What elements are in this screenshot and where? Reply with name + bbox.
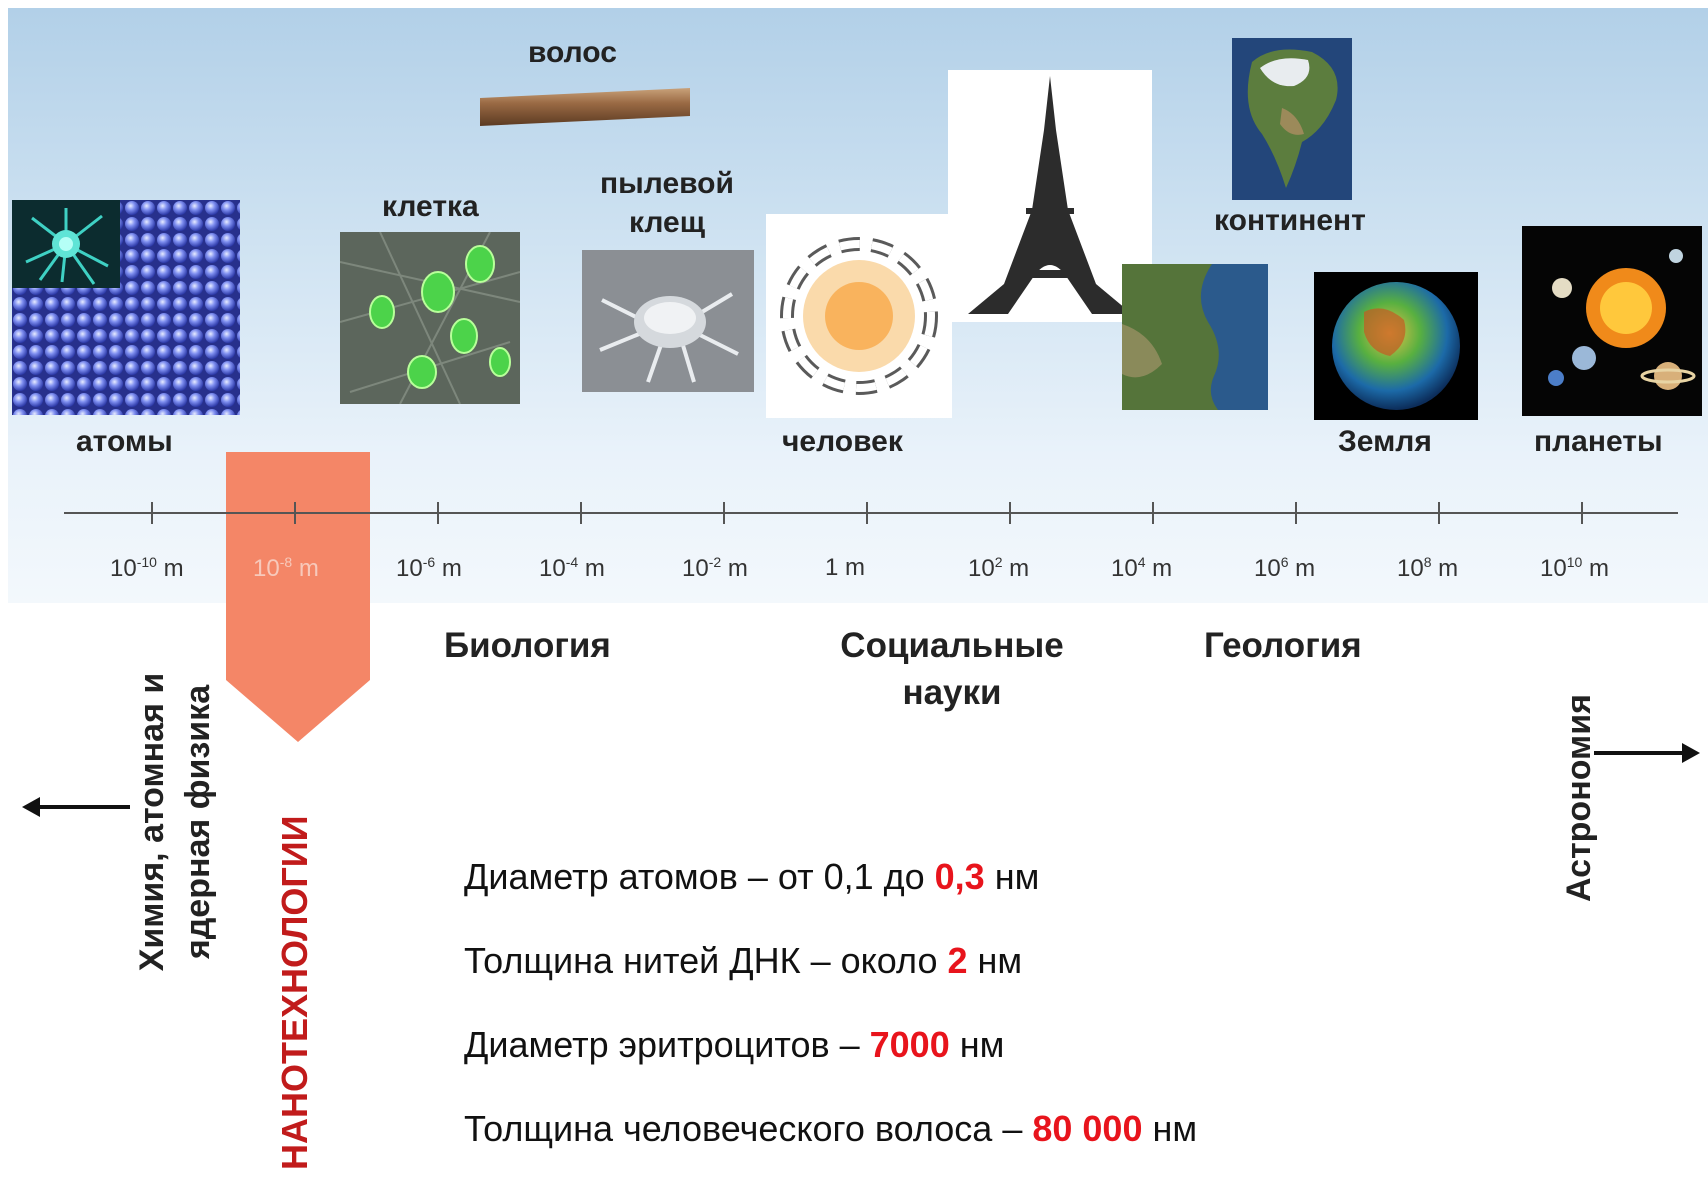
tick-label-unit: m [292,555,319,582]
nano-band [226,452,370,742]
tick-label-exponent: 8 [1423,554,1432,570]
label-continent: континент [1214,204,1366,237]
field-chemistry: Химия, атомная и ядерная физика [130,624,222,1020]
tick-label: 1010 m [1540,554,1609,583]
tick-label-exponent: -6 [422,554,436,570]
tick-label-exponent: 2 [994,554,1003,570]
fact-value: 0,3 [934,856,985,897]
label-human: человек [782,425,903,458]
right-arrow [1594,738,1700,768]
field-chemistry-text: Химия, атомная и ядерная физика [133,672,217,972]
label-planets: планеты [1534,425,1663,458]
fact-unit: нм [984,856,1040,897]
coastline-image [1122,264,1268,410]
tick-label-unit: m [1582,555,1609,582]
scale-axis [64,512,1678,514]
tick-label-unit: m [838,554,866,581]
cell-image [340,232,520,404]
tick-label-exponent: 4 [1137,554,1146,570]
tick-label: 10-6 m [396,554,462,583]
earth-image [1314,272,1478,420]
fact-text: Толщина нитей ДНК – около [464,940,948,981]
tick-label-exponent: -2 [708,554,722,570]
tick-mark [437,502,439,524]
tick-label-base: 10 [396,555,423,582]
mite-image [582,250,754,392]
eiffel-tower-image [948,70,1152,322]
fact-text: Толщина человеческого волоса – [464,1108,1033,1149]
label-hair: волос [528,36,617,69]
tick-label-unit: m [721,555,748,582]
molecule-inset-image [12,200,120,288]
planets-image [1522,226,1702,416]
tick-label-base: 10 [1540,555,1567,582]
tick-label: 10-8 m [253,554,319,583]
tick-label: 10-2 m [682,554,748,583]
continent-image [1232,38,1352,200]
fact-row: Толщина нитей ДНК – около 2 нм [464,940,1022,982]
label-atoms: атомы [76,425,173,458]
tick-label-base: 1 [825,554,839,581]
tick-label-base: 10 [1254,555,1281,582]
tick-mark [1581,502,1583,524]
tick-label: 104 m [1111,554,1172,583]
tick-label-base: 10 [1111,555,1138,582]
tick-mark [294,502,296,524]
tick-label-exponent: -4 [565,554,579,570]
tick-label-exponent: -8 [279,554,293,570]
tick-label: 102 m [968,554,1029,583]
field-social: Социальные науки [840,626,1064,713]
left-arrow [22,792,130,822]
fact-unit: нм [967,940,1023,981]
tick-label-unit: m [1288,555,1316,582]
tick-label-unit: m [1145,555,1173,582]
tick-label-unit: m [156,555,184,582]
tick-label: 10-4 m [539,554,605,583]
field-astronomy: Астрономия [1560,694,1598,902]
fact-row: Диаметр атомов – от 0,1 до 0,3 нм [464,856,1039,898]
tick-label-base: 10 [968,555,995,582]
tick-mark [1295,502,1297,524]
tick-label-unit: m [1002,555,1030,582]
tick-mark [1152,502,1154,524]
label-cell: клетка [382,190,479,223]
tick-label-unit: m [435,555,462,582]
tick-mark [580,502,582,524]
hair-image [480,82,690,134]
fact-text: Диаметр эритроцитов – [464,1024,870,1065]
fact-value: 2 [947,940,968,981]
fact-row: Толщина человеческого волоса – 80 000 нм [464,1108,1197,1150]
tick-label-unit: m [578,555,605,582]
tick-mark [1009,502,1011,524]
tick-label-exponent: 10 [1566,554,1583,570]
field-biology: Биология [444,626,611,665]
tick-mark [866,502,868,524]
tick-label: 108 m [1397,554,1458,583]
human-image [766,214,952,418]
tick-label-base: 10 [682,555,709,582]
field-nano: НАНОТЕХНОЛОГИИ [274,815,315,1170]
label-mite: пылевой клещ [600,167,734,239]
tick-mark [151,502,153,524]
field-geology: Геология [1204,626,1362,665]
fact-value: 80 000 [1032,1108,1143,1149]
tick-label-base: 10 [253,555,280,582]
tick-label-unit: m [1431,555,1459,582]
tick-label-base: 10 [1397,555,1424,582]
fact-unit: нм [949,1024,1005,1065]
tick-label-base: 10 [539,555,566,582]
tick-label: 1 m [825,554,865,582]
tick-label: 106 m [1254,554,1315,583]
tick-label: 10-10 m [110,554,184,583]
tick-label-exponent: 6 [1280,554,1289,570]
tick-label-exponent: -10 [136,554,157,570]
fact-row: Диаметр эритроцитов – 7000 нм [464,1024,1004,1066]
fact-text: Диаметр атомов – от 0,1 до [464,856,935,897]
tick-label-base: 10 [110,555,137,582]
tick-mark [1438,502,1440,524]
fact-value: 7000 [869,1024,950,1065]
fact-unit: нм [1142,1108,1198,1149]
tick-mark [723,502,725,524]
label-earth: Земля [1338,425,1432,458]
